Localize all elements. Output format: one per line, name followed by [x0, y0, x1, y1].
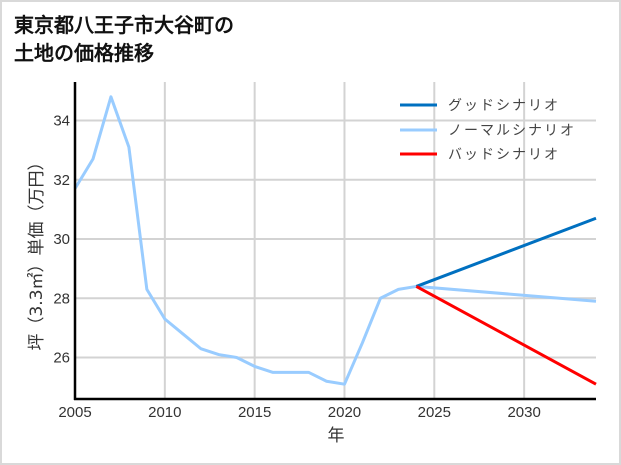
chart-title: 東京都八王子市大谷町の 土地の価格推移: [14, 11, 234, 67]
chart-title-line-2: 土地の価格推移: [14, 41, 154, 65]
data-series: [73, 95, 597, 386]
series-line-0: [415, 216, 597, 288]
x-tick-label: 2020: [328, 404, 361, 421]
legend-item: グッドシナリオ: [400, 98, 560, 114]
y-tick-label: 28: [53, 290, 70, 307]
legend-label: バッドシナリオ: [448, 147, 560, 163]
series-line-1: [73, 95, 597, 386]
legend-label: ノーマルシナリオ: [448, 123, 576, 139]
series-line-2: [415, 285, 597, 386]
chart-title-line-1: 東京都八王子市大谷町の: [14, 13, 234, 37]
x-axis-label: 年: [328, 426, 345, 446]
grid-lines: [75, 82, 596, 399]
y-tick-label: 30: [53, 231, 70, 248]
axes: [73, 82, 596, 401]
y-tick-labels: 26 28 30 32 34: [53, 113, 70, 367]
x-tick-label: 2010: [148, 404, 181, 421]
x-tick-label: 2015: [238, 404, 271, 421]
legend-label: グッドシナリオ: [448, 98, 560, 114]
y-tick-label: 32: [53, 172, 70, 189]
legend-item: ノーマルシナリオ: [400, 123, 576, 139]
x-tick-labels: 2005 2010 2015 2020 2025 2030: [58, 404, 541, 421]
x-tick-label: 2025: [418, 404, 451, 421]
x-tick-label: 2030: [507, 404, 540, 421]
y-tick-label: 34: [53, 113, 70, 130]
legend-item: バッドシナリオ: [400, 147, 560, 163]
x-tick-label: 2005: [58, 404, 91, 421]
y-axis-label: 坪（3.3㎡）単価（万円）: [27, 153, 47, 350]
y-tick-label: 26: [53, 350, 70, 367]
